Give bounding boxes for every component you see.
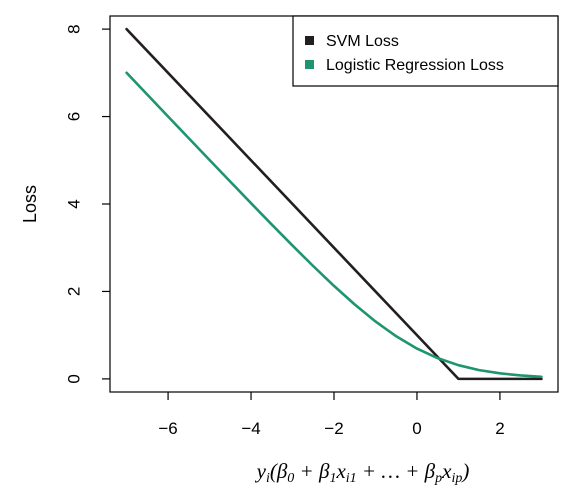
legend-box [293,16,558,86]
y-axis-label: Loss [20,185,40,223]
legend-swatch-svm [305,36,314,45]
x-tick-label: 0 [412,419,421,438]
y-axis: 0 2 4 6 8 [64,24,110,383]
x-axis: −6 −4 −2 0 2 [158,392,504,438]
y-tick-label: 8 [64,24,83,33]
x-tick-label: −2 [324,419,343,438]
x-axis-label: yi(β0 + β1xi1 + … + βpxip) [255,459,470,486]
x-tick-label: 2 [495,419,504,438]
x-tick-label: −4 [241,419,260,438]
legend-label-logistic: Logistic Regression Loss [326,57,504,74]
x-tick-label: −6 [158,419,177,438]
legend-label-svm: SVM Loss [326,33,399,50]
y-tick-label: 6 [64,112,83,121]
legend-swatch-logistic [305,60,314,69]
y-tick-label: 0 [64,374,83,383]
legend: SVM Loss Logistic Regression Loss [293,16,558,86]
y-tick-label: 4 [64,199,83,208]
y-tick-label: 2 [64,287,83,296]
logistic-loss-line [127,73,542,377]
